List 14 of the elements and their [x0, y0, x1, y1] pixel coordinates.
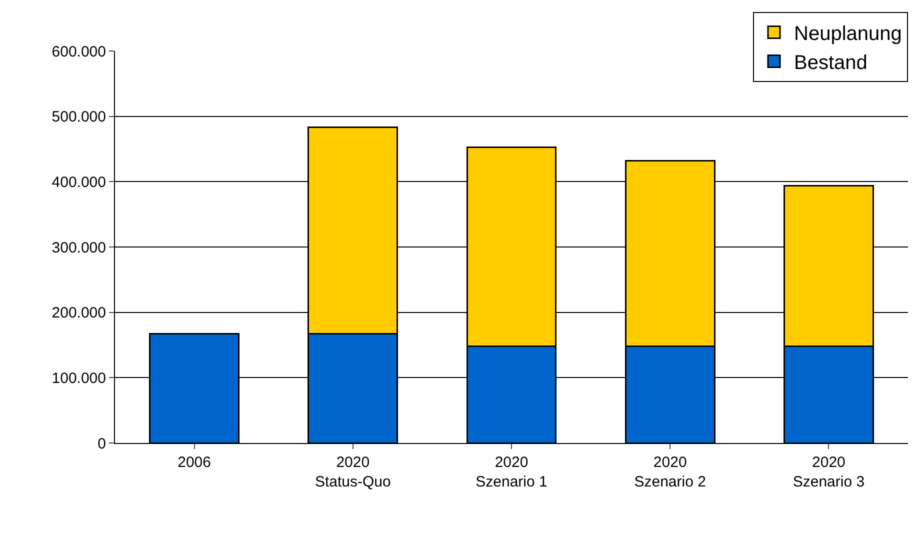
x-tick-label: 2020 Szenario 3 [792, 454, 865, 490]
x-tick-label: 2020 Szenario 1 [476, 454, 548, 490]
legend-label: Bestand [794, 52, 868, 74]
y-tick-label: 500.000 [52, 108, 106, 126]
y-tick-label: 300.000 [52, 239, 106, 256]
legend-label: Neuplanung [794, 23, 902, 46]
y-tick-label: 0 [98, 435, 106, 452]
x-tick-label: 2006 [178, 454, 211, 471]
x-tick-label: 2020 Status-Quo [314, 454, 391, 490]
y-tick-label: 100.000 [52, 370, 106, 387]
y-tick-label: 400.000 [52, 174, 106, 191]
y-tick-label: 200.000 [52, 304, 106, 322]
y-tick-label: 600.000 [52, 43, 106, 60]
x-tick-label: 2020 Szenario 2 [634, 454, 706, 490]
